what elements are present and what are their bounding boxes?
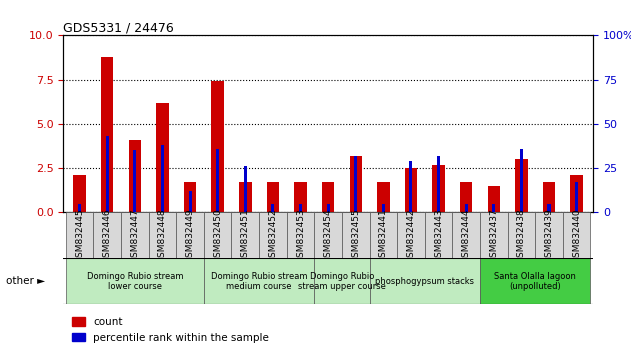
Bar: [437, 156, 440, 212]
Bar: [133, 150, 136, 212]
Bar: [432, 165, 445, 212]
FancyBboxPatch shape: [286, 212, 314, 258]
Bar: [382, 204, 385, 212]
Bar: [377, 182, 389, 212]
Bar: [404, 168, 417, 212]
Bar: [184, 182, 196, 212]
FancyBboxPatch shape: [66, 212, 93, 258]
Bar: [410, 161, 413, 212]
FancyBboxPatch shape: [66, 258, 204, 304]
FancyBboxPatch shape: [535, 212, 563, 258]
Bar: [575, 182, 578, 212]
Bar: [543, 182, 555, 212]
Bar: [239, 182, 252, 212]
Bar: [156, 103, 168, 212]
Text: GSM832441: GSM832441: [379, 208, 388, 263]
Bar: [570, 175, 583, 212]
Text: other ►: other ►: [6, 276, 45, 286]
Bar: [354, 156, 357, 212]
FancyBboxPatch shape: [93, 212, 121, 258]
Text: GSM832454: GSM832454: [324, 208, 333, 263]
Bar: [488, 186, 500, 212]
Bar: [492, 204, 495, 212]
Text: GSM832444: GSM832444: [462, 208, 471, 263]
FancyBboxPatch shape: [121, 212, 149, 258]
Bar: [327, 204, 329, 212]
Bar: [78, 204, 81, 212]
FancyBboxPatch shape: [563, 212, 591, 258]
Legend: count, percentile rank within the sample: count, percentile rank within the sample: [68, 313, 273, 347]
Bar: [189, 191, 192, 212]
Text: GSM832451: GSM832451: [241, 208, 250, 263]
Bar: [294, 182, 307, 212]
FancyBboxPatch shape: [397, 212, 425, 258]
FancyBboxPatch shape: [370, 212, 397, 258]
Bar: [271, 204, 274, 212]
Text: GSM832446: GSM832446: [103, 208, 112, 263]
Text: GSM832450: GSM832450: [213, 208, 222, 263]
FancyBboxPatch shape: [507, 212, 535, 258]
Bar: [515, 159, 528, 212]
Text: GSM832445: GSM832445: [75, 208, 84, 263]
FancyBboxPatch shape: [452, 212, 480, 258]
FancyBboxPatch shape: [480, 258, 591, 304]
Bar: [244, 166, 247, 212]
FancyBboxPatch shape: [314, 258, 370, 304]
Text: GSM832443: GSM832443: [434, 208, 443, 263]
Text: GSM832439: GSM832439: [545, 208, 553, 263]
Text: Domingo Rubio stream
lower course: Domingo Rubio stream lower course: [86, 272, 183, 291]
Text: GDS5331 / 24476: GDS5331 / 24476: [63, 21, 174, 34]
Text: GSM832452: GSM832452: [268, 208, 278, 263]
Bar: [106, 136, 109, 212]
Text: Domingo Rubio
stream upper course: Domingo Rubio stream upper course: [298, 272, 386, 291]
Bar: [129, 140, 141, 212]
FancyBboxPatch shape: [480, 212, 507, 258]
Bar: [161, 145, 164, 212]
Text: GSM832440: GSM832440: [572, 208, 581, 263]
Bar: [101, 57, 114, 212]
Bar: [322, 182, 334, 212]
Text: GSM832453: GSM832453: [296, 208, 305, 263]
Text: GSM832437: GSM832437: [489, 208, 498, 263]
Text: phosphogypsum stacks: phosphogypsum stacks: [375, 277, 475, 286]
Bar: [464, 204, 468, 212]
Bar: [211, 81, 224, 212]
Bar: [520, 149, 523, 212]
FancyBboxPatch shape: [370, 258, 480, 304]
Text: GSM832455: GSM832455: [351, 208, 360, 263]
Text: Domingo Rubio stream
medium course: Domingo Rubio stream medium course: [211, 272, 307, 291]
Bar: [548, 204, 550, 212]
Bar: [267, 182, 279, 212]
FancyBboxPatch shape: [342, 212, 370, 258]
Text: GSM832438: GSM832438: [517, 208, 526, 263]
Bar: [460, 182, 473, 212]
FancyBboxPatch shape: [204, 212, 232, 258]
Bar: [350, 156, 362, 212]
Bar: [216, 149, 219, 212]
Text: Santa Olalla lagoon
(unpolluted): Santa Olalla lagoon (unpolluted): [494, 272, 576, 291]
FancyBboxPatch shape: [259, 212, 286, 258]
Text: GSM832449: GSM832449: [186, 208, 194, 263]
Bar: [73, 175, 86, 212]
Bar: [299, 204, 302, 212]
FancyBboxPatch shape: [149, 212, 176, 258]
Text: GSM832442: GSM832442: [406, 208, 415, 263]
FancyBboxPatch shape: [425, 212, 452, 258]
FancyBboxPatch shape: [176, 212, 204, 258]
Text: GSM832447: GSM832447: [131, 208, 139, 263]
FancyBboxPatch shape: [232, 212, 259, 258]
FancyBboxPatch shape: [204, 258, 314, 304]
Text: GSM832448: GSM832448: [158, 208, 167, 263]
FancyBboxPatch shape: [314, 212, 342, 258]
